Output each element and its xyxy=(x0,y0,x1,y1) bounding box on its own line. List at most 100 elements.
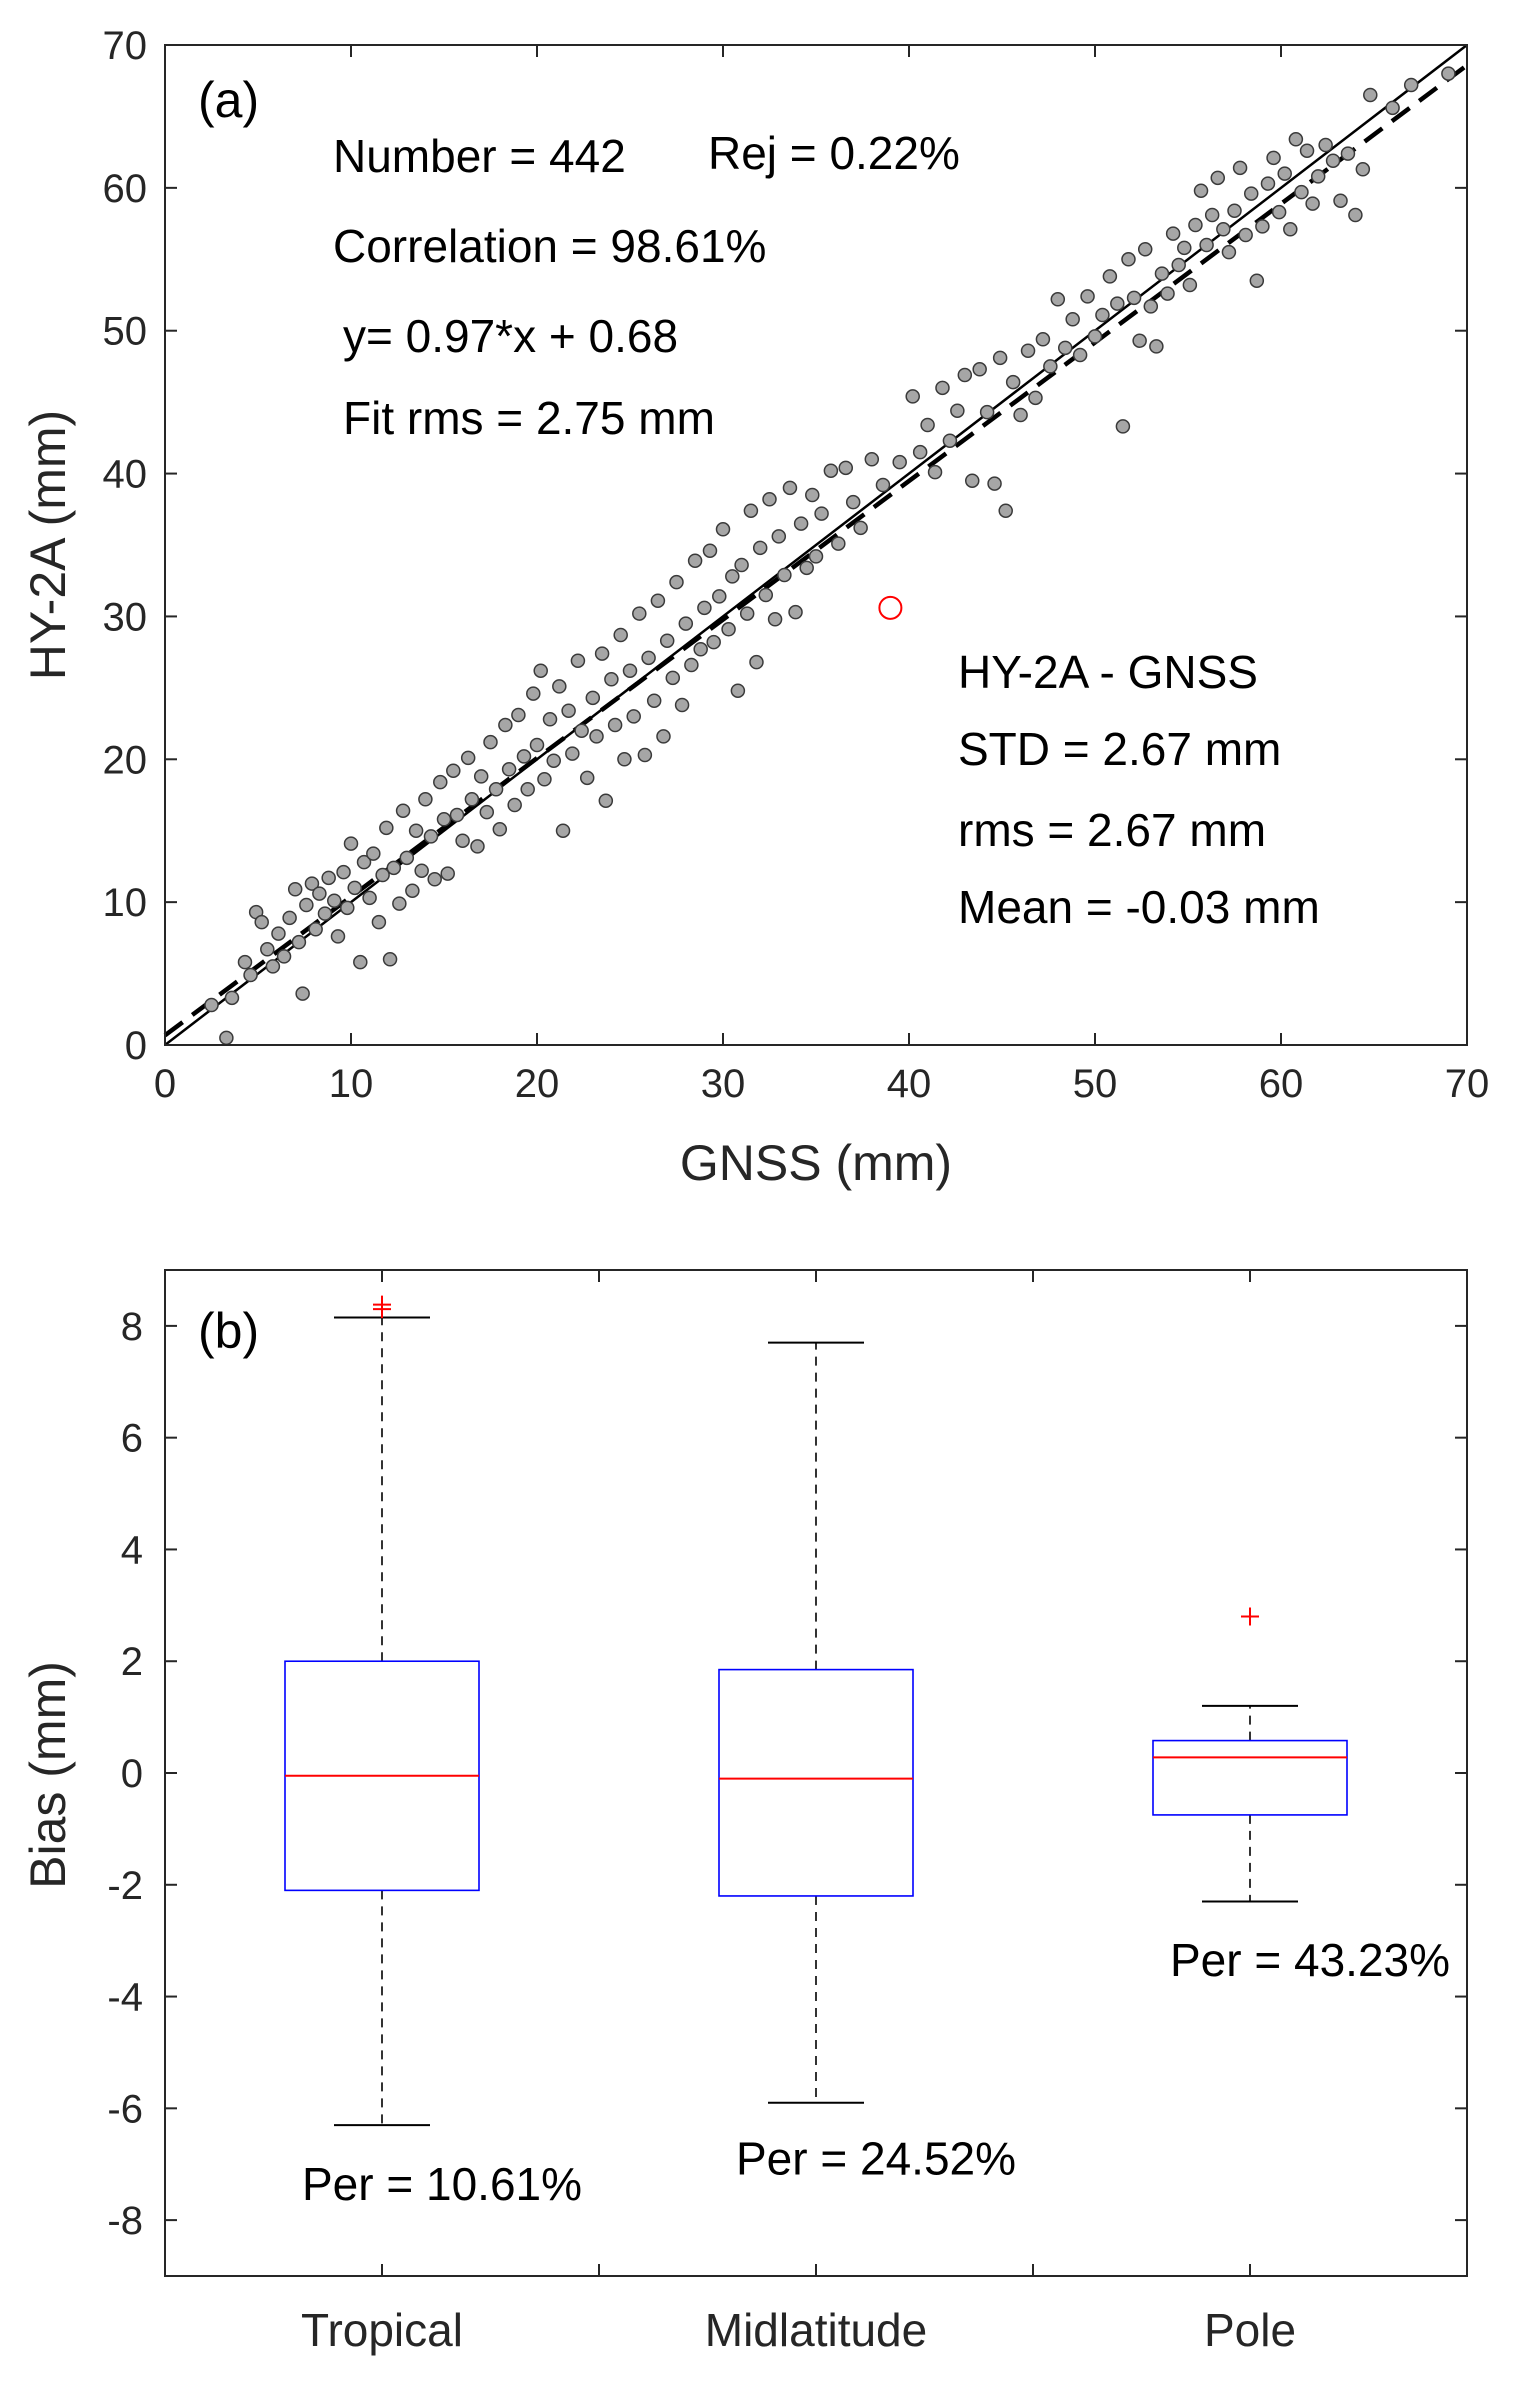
scatter-point xyxy=(392,896,407,911)
scatter-point xyxy=(446,763,461,778)
scatter-point xyxy=(823,463,839,478)
scatter-point xyxy=(464,792,480,807)
scatter-point xyxy=(1095,307,1110,323)
scatter-point xyxy=(317,906,333,921)
box-group: Per = 43.23% xyxy=(1152,1607,1450,1986)
scatter-point xyxy=(950,403,965,418)
scatter-point xyxy=(1271,204,1287,220)
percentage-label: Per = 43.23% xyxy=(1170,1934,1450,1986)
scatter-y-tick-label: 70 xyxy=(103,24,148,68)
scatter-point xyxy=(920,417,935,433)
scatter-point xyxy=(1210,170,1226,186)
scatter-point xyxy=(479,804,495,820)
scatter-point xyxy=(1333,193,1348,208)
scatter-point xyxy=(656,729,671,744)
scatter-y-tick-label: 10 xyxy=(103,881,148,925)
scatter-point xyxy=(875,477,891,493)
scatter-y-tick-label: 50 xyxy=(103,310,148,354)
scatter-points xyxy=(204,66,1456,1046)
scatter-point xyxy=(237,954,253,970)
scatter-point xyxy=(265,959,281,974)
scatter-point xyxy=(440,866,455,881)
scatter-point xyxy=(957,367,973,383)
scatter-point xyxy=(1149,339,1164,354)
scatter-point xyxy=(312,886,327,901)
boxplot-y-tick-label: -4 xyxy=(107,1976,143,2020)
scatter-point xyxy=(998,503,1013,518)
scatter-point xyxy=(1260,176,1276,191)
scatter-point xyxy=(460,750,476,766)
scatter-point xyxy=(492,822,508,837)
scatter-point xyxy=(1238,227,1253,243)
scatter-point xyxy=(254,914,269,930)
scatter-point xyxy=(892,454,907,470)
scatter-point xyxy=(1318,137,1333,153)
scatter-point xyxy=(204,997,219,1013)
diff-mean: Mean = -0.03 mm xyxy=(958,881,1320,933)
scatter-point xyxy=(423,829,439,844)
scatter-point xyxy=(632,606,647,621)
scatter-point xyxy=(395,803,411,818)
scatter-point xyxy=(271,926,286,941)
scatter-point xyxy=(1249,273,1265,288)
scatter-point xyxy=(1227,203,1242,218)
scatter-point xyxy=(537,772,552,787)
scatter-point xyxy=(386,860,402,876)
scatter-point xyxy=(330,929,346,944)
scatter-point xyxy=(455,833,470,848)
scatter-point xyxy=(1072,347,1088,363)
stat-fit-rms: Fit rms = 2.75 mm xyxy=(343,392,715,444)
scatter-point xyxy=(414,863,429,878)
scatter-point xyxy=(992,350,1008,366)
scatter-point xyxy=(617,752,632,767)
scatter-point xyxy=(987,476,1002,491)
scatter-point xyxy=(260,942,275,957)
scatter-point xyxy=(224,990,240,1006)
scatter-point xyxy=(831,536,846,551)
scatter-point xyxy=(1102,269,1118,284)
iqr-box xyxy=(718,1668,914,1897)
scatter-point xyxy=(526,686,541,701)
stat-rej: Rej = 0.22% xyxy=(708,127,960,179)
scatter-x-tick-label: 70 xyxy=(1445,1062,1490,1106)
category-label: Midlatitude xyxy=(705,2304,927,2356)
scatter-point xyxy=(589,729,604,744)
scatter-y-tick-label: 0 xyxy=(125,1024,147,1068)
scatter-point xyxy=(721,622,736,637)
diff-title: HY-2A - GNSS xyxy=(958,646,1258,698)
boxplot-y-tick-label: -2 xyxy=(107,1864,143,1908)
scatter-point xyxy=(927,464,943,480)
scatter-panel: 0 10 20 30 40 50 60 70 0 10 20 30 40 50 60 70 (a) Numbe… xyxy=(20,24,1489,1191)
boxplot-y-tick-label: 4 xyxy=(121,1528,143,1572)
scatter-point xyxy=(1035,332,1051,347)
scatter-point xyxy=(594,646,610,661)
scatter-point xyxy=(1050,292,1066,307)
scatter-point xyxy=(276,949,292,964)
boxplot-panel-label: (b) xyxy=(198,1303,259,1359)
scatter-point xyxy=(935,380,950,396)
scatter-point xyxy=(808,549,824,564)
scatter-point xyxy=(1013,407,1028,423)
scatter-point xyxy=(1277,166,1292,181)
scatter-point xyxy=(353,954,368,970)
scatter-point xyxy=(1325,153,1341,168)
boxplot-y-tick-label: 0 xyxy=(121,1752,143,1796)
boxplot-y-tick-label: 6 xyxy=(121,1417,143,1461)
scatter-point xyxy=(1087,329,1103,344)
scatter-point xyxy=(1005,374,1021,390)
scatter-point xyxy=(243,967,258,983)
scatter-axes-box xyxy=(164,44,1468,1046)
scatter-point xyxy=(427,872,442,887)
scatter-point xyxy=(473,769,489,784)
scatter-point xyxy=(771,529,787,544)
scatter-point xyxy=(1385,100,1400,116)
boxplot-y-axis-label: Bias (mm) xyxy=(20,1661,76,1889)
scatter-point xyxy=(1110,296,1125,311)
scatter-x-tick-label: 20 xyxy=(515,1062,560,1106)
scatter-x-tick-label: 40 xyxy=(887,1062,932,1106)
scatter-point xyxy=(1177,240,1192,256)
scatter-panel-label: (a) xyxy=(198,72,259,128)
scatter-point xyxy=(574,723,589,738)
scatter-point xyxy=(1255,219,1270,234)
